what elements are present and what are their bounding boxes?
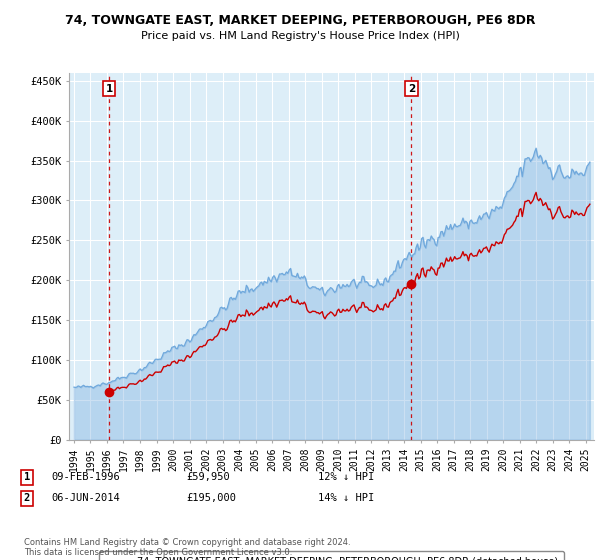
Text: 1: 1	[106, 84, 113, 94]
Legend: 74, TOWNGATE EAST, MARKET DEEPING, PETERBOROUGH, PE6 8DR (detached house), HPI: : 74, TOWNGATE EAST, MARKET DEEPING, PETER…	[99, 551, 564, 560]
Text: 12% ↓ HPI: 12% ↓ HPI	[318, 472, 374, 482]
Text: Contains HM Land Registry data © Crown copyright and database right 2024.
This d: Contains HM Land Registry data © Crown c…	[24, 538, 350, 557]
Text: 1: 1	[24, 472, 30, 482]
Text: 14% ↓ HPI: 14% ↓ HPI	[318, 493, 374, 503]
Text: 06-JUN-2014: 06-JUN-2014	[51, 493, 120, 503]
Text: 09-FEB-1996: 09-FEB-1996	[51, 472, 120, 482]
Text: Price paid vs. HM Land Registry's House Price Index (HPI): Price paid vs. HM Land Registry's House …	[140, 31, 460, 41]
Text: £195,000: £195,000	[186, 493, 236, 503]
Text: 2: 2	[408, 84, 415, 94]
Text: 2: 2	[24, 493, 30, 503]
Text: £59,950: £59,950	[186, 472, 230, 482]
Text: 74, TOWNGATE EAST, MARKET DEEPING, PETERBOROUGH, PE6 8DR: 74, TOWNGATE EAST, MARKET DEEPING, PETER…	[65, 14, 535, 27]
